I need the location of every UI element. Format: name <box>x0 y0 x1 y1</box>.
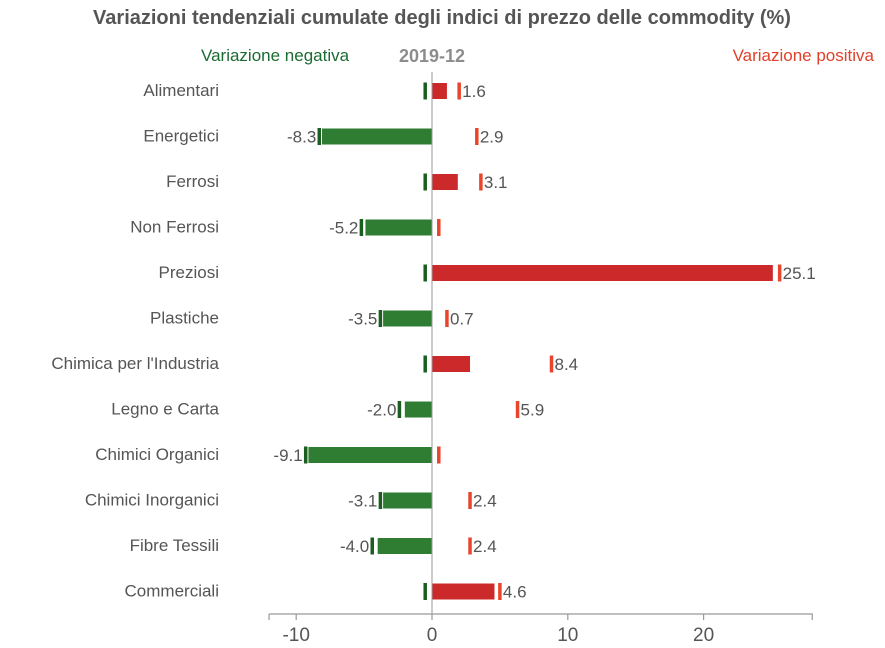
positive-bar <box>432 174 458 190</box>
positive-bar <box>432 583 495 600</box>
positive-marker <box>468 537 472 555</box>
negative-bar <box>377 538 432 554</box>
negative-bar <box>383 310 432 327</box>
positive-value-label: 25.1 <box>783 264 816 283</box>
negative-marker <box>303 446 308 464</box>
category-label: Chimici Organici <box>95 445 219 464</box>
positive-value-label: 2.4 <box>473 537 497 556</box>
negative-marker <box>423 82 427 100</box>
negative-value-label: -3.1 <box>348 492 377 511</box>
category-label: Commerciali <box>125 582 219 601</box>
positive-marker <box>468 492 472 509</box>
plot-area: Alimentari 1.6 Energetici -8.3 2.9 Ferrosi 3.1… <box>51 72 816 646</box>
negative-value-label: -2.0 <box>367 401 396 420</box>
negative-marker <box>423 173 427 191</box>
positive-marker <box>445 310 449 327</box>
x-tick-label: 10 <box>557 625 578 646</box>
positive-value-label: 4.6 <box>503 583 527 602</box>
positive-value-label: 5.9 <box>521 401 545 420</box>
negative-value-label: -5.2 <box>329 219 358 238</box>
positive-value-label: 2.4 <box>473 492 497 511</box>
category-label: Chimica per l'Industria <box>51 354 219 373</box>
positive-value-label: 2.9 <box>480 128 504 147</box>
category-label: Ferrosi <box>166 172 219 191</box>
negative-bar <box>308 447 432 463</box>
negative-marker <box>423 264 427 282</box>
negative-value-label: -8.3 <box>287 128 316 147</box>
category-label: Fibre Tessili <box>130 536 219 555</box>
chart-title: Variazioni tendenziali cumulate degli in… <box>93 7 791 29</box>
category-label: Alimentari <box>143 81 219 100</box>
positive-marker <box>457 82 461 100</box>
category-label: Legno e Carta <box>111 400 219 419</box>
positive-marker <box>549 355 554 373</box>
category-label: Chimici Inorganici <box>85 491 219 510</box>
negative-marker <box>359 219 364 236</box>
positive-marker <box>479 173 483 191</box>
legend-positive: Variazione positiva <box>733 46 875 65</box>
negative-marker <box>423 355 427 373</box>
negative-bar <box>322 128 432 145</box>
positive-bar <box>432 83 447 99</box>
positive-marker <box>777 264 782 282</box>
negative-value-label: -9.1 <box>273 446 302 465</box>
negative-bar <box>383 492 432 509</box>
category-label: Energetici <box>143 127 219 146</box>
negative-marker <box>378 492 383 509</box>
positive-marker <box>475 128 479 145</box>
legend-negative: Variazione negativa <box>201 46 350 65</box>
negative-value-label: -3.5 <box>348 310 377 329</box>
x-tick-label: 20 <box>693 625 714 646</box>
positive-value-label: 1.6 <box>462 82 486 101</box>
negative-marker <box>423 583 427 600</box>
positive-bar <box>432 265 773 281</box>
positive-marker <box>498 583 502 600</box>
positive-value-label: 8.4 <box>555 355 579 374</box>
x-tick-label: 0 <box>427 625 438 646</box>
negative-marker <box>378 310 383 327</box>
category-label: Preziosi <box>159 263 219 282</box>
negative-bar <box>365 219 432 236</box>
positive-bar <box>432 356 471 372</box>
chart-subtitle: 2019-12 <box>399 46 465 66</box>
negative-value-label: -4.0 <box>340 537 369 556</box>
negative-bar <box>404 401 432 418</box>
negative-marker <box>397 401 402 418</box>
category-label: Plastiche <box>150 309 219 328</box>
positive-marker <box>515 401 520 418</box>
x-tick-label: -10 <box>282 625 309 646</box>
positive-marker <box>437 219 441 236</box>
positive-value-label: 0.7 <box>450 310 474 329</box>
negative-marker <box>317 128 322 145</box>
positive-value-label: 3.1 <box>484 173 508 192</box>
positive-marker <box>437 446 441 464</box>
category-label: Non Ferrosi <box>130 218 219 237</box>
negative-marker <box>370 537 374 555</box>
